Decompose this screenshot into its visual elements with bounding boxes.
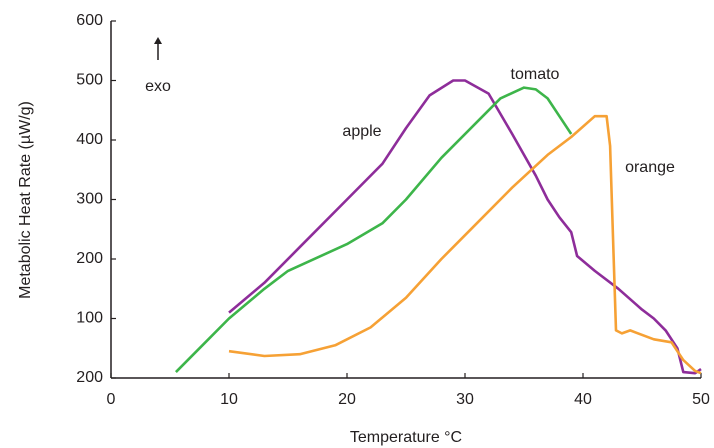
line (228, 79, 702, 375)
y-tick-label: 400 (76, 131, 103, 148)
y-axis-label: Metabolic Heat Rate (µW/g) (17, 101, 34, 299)
x-axis-label: Temperature °C (350, 429, 462, 446)
series-label: apple (342, 123, 381, 140)
arrow-head (154, 37, 162, 44)
y-tick-label: 100 (76, 310, 103, 327)
annotation: exo (145, 78, 171, 95)
y-tick-label: 500 (76, 72, 103, 89)
x-tick-label: 20 (338, 391, 356, 408)
y-tick-label: 600 (76, 12, 103, 29)
x-tick-label: 40 (574, 391, 592, 408)
series-label: tomato (511, 66, 560, 83)
series-label: orange (625, 159, 675, 176)
y-tick-label: 200 (76, 250, 103, 267)
line (174, 86, 573, 374)
y-tick-label: 300 (76, 191, 103, 208)
x-tick-label: 0 (107, 391, 116, 408)
x-tick-label: 50 (692, 391, 710, 408)
x-tick-label: 30 (456, 391, 474, 408)
line (228, 114, 702, 375)
y-tick-label: 200 (76, 369, 103, 386)
x-tick-label: 10 (220, 391, 238, 408)
